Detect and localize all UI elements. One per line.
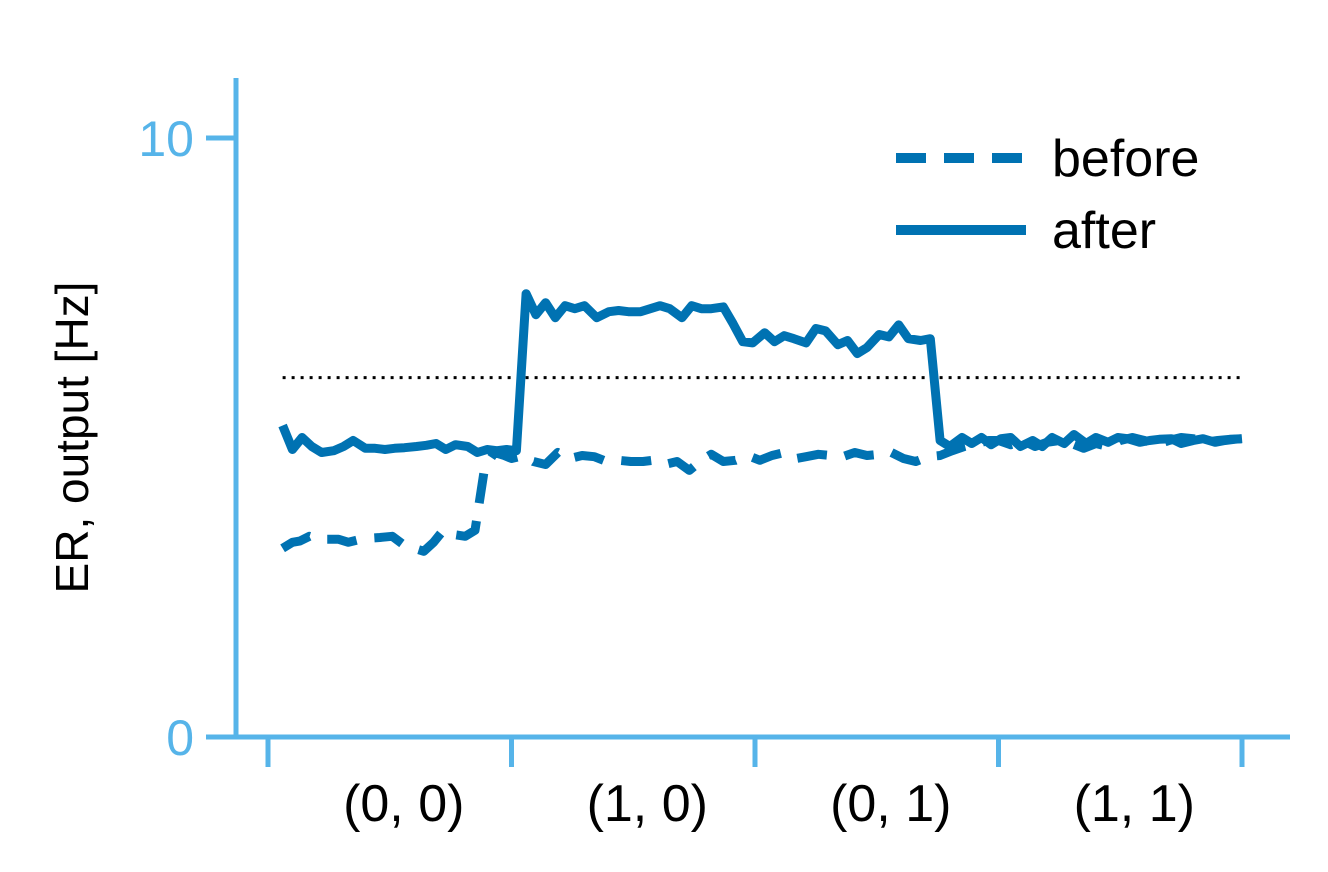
legend-label-after: after <box>1052 202 1156 260</box>
series-layer <box>278 289 1243 556</box>
y-axis-title: ER, output [Hz] <box>46 282 98 594</box>
series-line-before <box>280 433 1243 556</box>
legend: before after <box>896 130 1199 260</box>
x-category-label: (1, 1) <box>1074 775 1195 833</box>
series-line-after <box>278 289 1243 457</box>
legend-label-before: before <box>1052 130 1199 188</box>
x-category-label: (1, 0) <box>587 775 708 833</box>
y-tick-label: 10 <box>138 111 194 167</box>
x-category-label: (0, 1) <box>830 775 951 833</box>
axes: 0 10 (0, 0) (1, 0) (0, 1) (1, 1) ER, output [H… <box>46 78 1290 833</box>
x-category-label: (0, 0) <box>343 775 464 833</box>
y-tick-label: 0 <box>166 710 194 766</box>
